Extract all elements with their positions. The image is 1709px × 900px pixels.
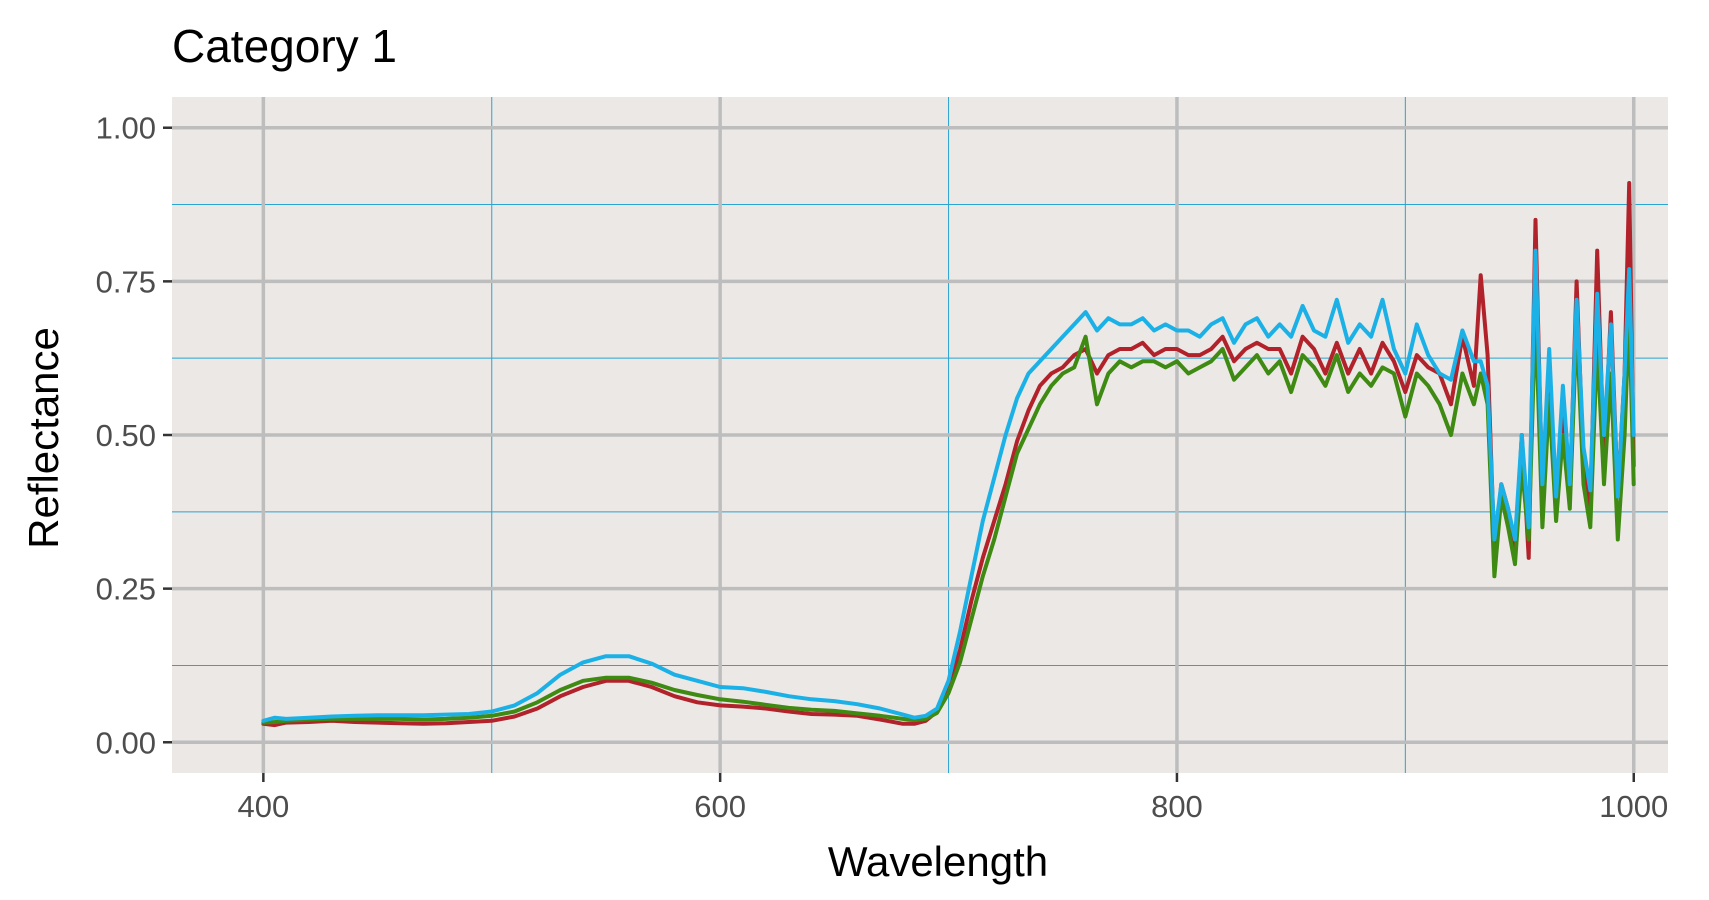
y-axis-title: Reflectance: [20, 327, 67, 549]
y-axis: 0.00 0.25 0.50 0.75 1.00: [96, 111, 172, 760]
y-tick-label: 0.00: [96, 725, 156, 760]
x-axis-title: Wavelength: [828, 838, 1048, 885]
y-tick-label: 1.00: [96, 111, 156, 146]
x-tick-label: 600: [694, 789, 746, 824]
series-line-3: [261, 248, 1636, 723]
series-group: [261, 181, 1636, 728]
chart-title: Category 1: [172, 20, 397, 72]
x-tick-label: 800: [1151, 789, 1203, 824]
y-tick-label: 0.25: [96, 572, 156, 607]
x-tick-label: 400: [237, 789, 289, 824]
x-axis: 400 600 800 1000: [237, 773, 1668, 824]
y-tick-label: 0.75: [96, 264, 156, 299]
x-tick-label: 1000: [1599, 789, 1668, 824]
y-tick-label: 0.50: [96, 418, 156, 453]
